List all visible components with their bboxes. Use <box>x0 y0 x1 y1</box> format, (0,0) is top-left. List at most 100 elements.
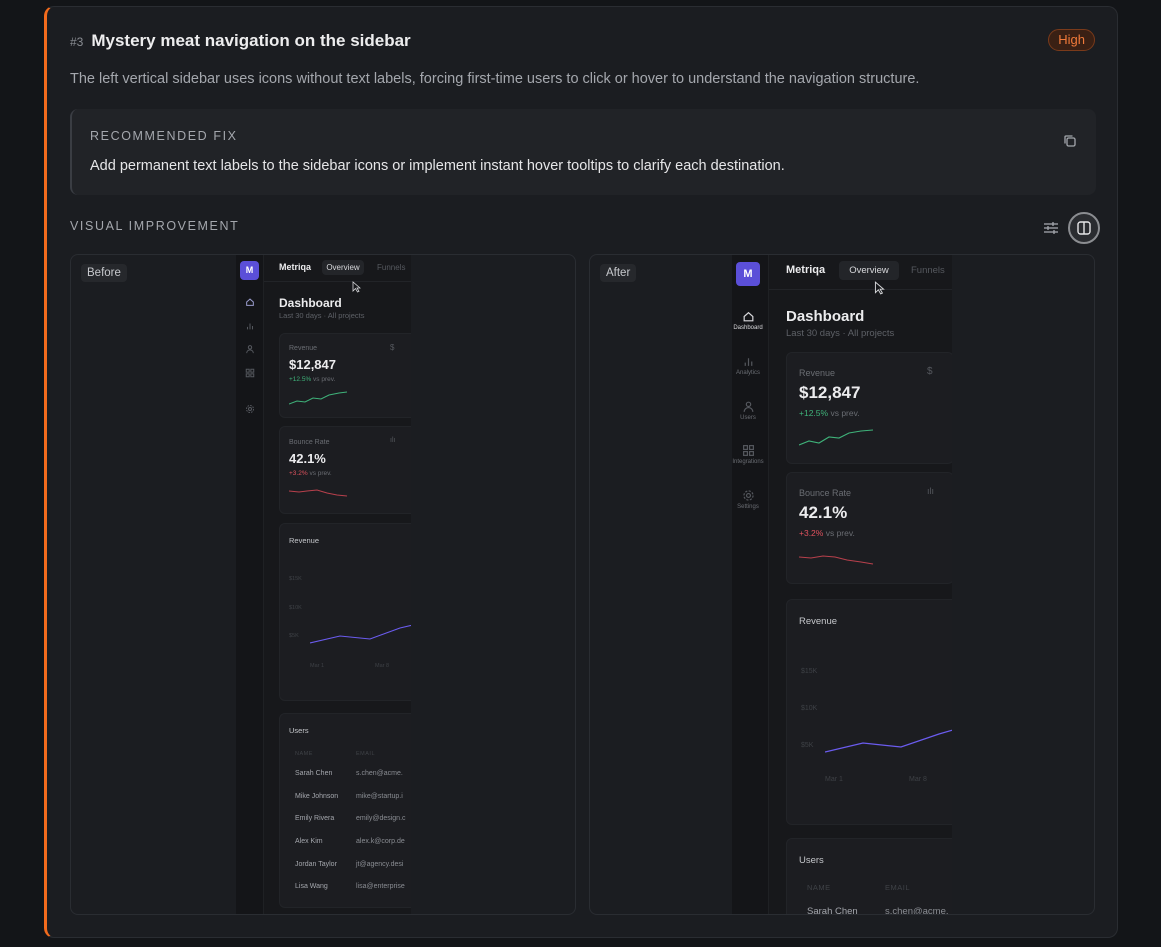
y-tick-15k: $15K <box>801 668 818 675</box>
app-logo: M <box>736 262 760 286</box>
user-name: Emily Rivera <box>295 815 335 822</box>
user-name: Sarah Chen <box>295 770 333 777</box>
revenue-card: Revenue $ $12,847 +12.5% vs prev. <box>786 352 952 464</box>
revenue-chart-card: Revenue $15K $10K $5K Mar 1 Mar 8 <box>786 599 952 825</box>
brand-name: Metriqa <box>786 264 826 276</box>
bounce-label: Bounce Rate <box>799 488 852 498</box>
issue-title: Mystery meat navigation on the sidebar <box>91 31 411 50</box>
bounce-delta-value: +3.2% <box>289 470 308 477</box>
fix-text: Add permanent text labels to the sidebar… <box>90 158 785 174</box>
revenue-sparkline <box>799 429 874 446</box>
user-name: Alex Kim <box>295 838 323 845</box>
issue-description: The left vertical sidebar uses icons wit… <box>70 71 920 87</box>
mouse-cursor-icon <box>352 281 361 293</box>
revenue-value: $12,847 <box>799 383 861 402</box>
dollar-icon: $ <box>927 366 933 377</box>
bounce-delta-suffix: vs prev. <box>309 470 332 477</box>
sidebar-item-analytics[interactable] <box>243 321 257 331</box>
user-email: s.chen@acme. <box>885 906 949 915</box>
after-label: After <box>600 264 637 282</box>
sidebar-item-settings[interactable] <box>243 404 257 414</box>
x-tick-mar8: Mar 8 <box>909 776 927 783</box>
revenue-chart-card: Revenue $15K $10K $5K Mar 1 Mar 8 <box>279 523 411 701</box>
sidebar-item-integrations[interactable]: Integrations <box>732 444 764 465</box>
revenue-sparkline <box>289 391 348 405</box>
sidebar-item-integrations[interactable] <box>243 368 257 378</box>
visual-improvement-label: VISUAL IMPROVEMENT <box>70 219 240 233</box>
chart-title: Revenue <box>799 616 838 627</box>
bounce-value: 42.1% <box>799 503 848 522</box>
sidebar: M <box>236 255 264 914</box>
tab-funnels[interactable]: Funnels <box>377 263 406 272</box>
revenue-delta-suffix: vs prev. <box>313 376 336 383</box>
tab-funnels[interactable]: Funnels <box>911 265 945 276</box>
user-email: lisa@enterprise <box>356 883 405 890</box>
bounce-sparkline <box>289 489 348 497</box>
tab-overview[interactable]: Overview <box>322 260 364 275</box>
main-area: Metriqa Overview Funnels Dashboard Last … <box>769 255 952 915</box>
revenue-delta-suffix: vs prev. <box>830 408 860 418</box>
revenue-label: Revenue <box>289 345 318 352</box>
bar-chart-small-icon: ılı <box>390 437 396 444</box>
chart-title: Revenue <box>289 536 320 545</box>
issue-card: #3 Mystery meat navigation on the sideba… <box>44 6 1118 938</box>
bounce-label: Bounce Rate <box>289 439 330 446</box>
brand-name: Metriqa <box>279 262 312 272</box>
revenue-line <box>310 624 411 644</box>
user-name: Sarah Chen <box>807 906 858 915</box>
home-icon <box>246 298 254 306</box>
sidebar-item-analytics[interactable]: Analytics <box>732 355 764 376</box>
y-tick-15k: $15K <box>289 576 302 582</box>
dollar-icon: $ <box>390 343 395 352</box>
y-tick-10k: $10K <box>289 605 302 611</box>
bounce-delta: +3.2% vs prev. <box>799 528 855 538</box>
y-tick-5k: $5K <box>289 633 299 639</box>
x-tick-mar8: Mar 8 <box>375 663 390 669</box>
col-name: NAME <box>807 883 831 892</box>
main-area: Metriqa Overview Funnels Dashboard Last … <box>264 255 411 914</box>
revenue-delta-value: +12.5% <box>799 408 829 418</box>
page-subtitle: Last 30 days · All projects <box>279 311 365 320</box>
bounce-card: Bounce Rate ılı 42.1% +3.2% vs prev. <box>786 472 952 584</box>
split-view-icon <box>1077 221 1091 235</box>
sidebar-item-dashboard[interactable]: Dashboard <box>732 310 764 331</box>
page-title: Dashboard <box>279 296 342 310</box>
sidebar-label-dashboard: Dashboard <box>733 325 763 331</box>
col-email: EMAIL <box>356 751 376 757</box>
sidebar-item-dashboard[interactable] <box>243 297 257 307</box>
sidebar-item-settings[interactable]: Settings <box>732 489 764 510</box>
user-email: emily@design.c <box>356 815 406 822</box>
top-bar: Metriqa Overview Funnels <box>769 255 952 290</box>
sidebar: M Dashboard Analytics Users Integrations <box>732 255 769 914</box>
x-tick-mar1: Mar 1 <box>310 663 325 669</box>
sidebar-item-users[interactable]: Users <box>732 400 764 421</box>
sliders-icon[interactable] <box>1040 217 1062 239</box>
before-screenshot: M Metriqa Ov <box>236 255 411 914</box>
sidebar-label-integrations: Integrations <box>732 459 764 465</box>
user-icon <box>246 345 254 354</box>
user-email: alex.k@corp.de <box>356 838 405 845</box>
recommended-fix-box: RECOMMENDED FIX Add permanent text label… <box>70 109 1096 195</box>
user-email: mike@startup.i <box>356 793 403 800</box>
tab-overview[interactable]: Overview <box>839 261 899 280</box>
gear-icon <box>246 405 254 413</box>
user-name: Jordan Taylor <box>295 861 337 868</box>
bounce-delta-suffix: vs prev. <box>825 528 855 538</box>
x-tick-mar1: Mar 1 <box>825 776 843 783</box>
issue-number: #3 <box>70 35 84 49</box>
revenue-label: Revenue <box>799 368 836 378</box>
split-view-button[interactable] <box>1068 212 1100 244</box>
sidebar-label-analytics: Analytics <box>735 370 760 376</box>
users-card: Users NAME EMAIL Sarah Chen s.chen@acme. <box>786 838 952 915</box>
copy-icon[interactable] <box>1062 133 1078 149</box>
user-email: s.chen@acme. <box>356 770 403 777</box>
before-panel: Before M <box>70 254 576 915</box>
sidebar-item-users[interactable] <box>243 344 257 354</box>
home-icon <box>743 311 753 322</box>
before-label: Before <box>81 264 127 282</box>
page-title: Dashboard <box>786 308 865 325</box>
revenue-delta: +12.5% vs prev. <box>289 376 335 383</box>
issue-header: #3 Mystery meat navigation on the sideba… <box>70 31 411 51</box>
grid-icon <box>742 445 754 456</box>
users-title: Users <box>799 855 824 866</box>
